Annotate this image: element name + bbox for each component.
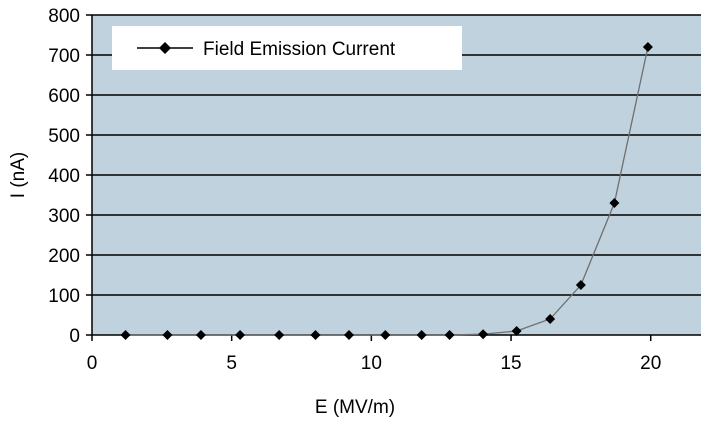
y-tick-label: 200 [48, 246, 80, 267]
data-point-marker [609, 198, 620, 208]
y-tick-label: 100 [48, 286, 80, 307]
x-tick-label: 20 [640, 353, 661, 374]
data-point-marker [478, 329, 489, 340]
data-point-marker [575, 280, 586, 290]
gridlines [92, 14, 701, 296]
series-line [125, 46, 649, 336]
x-tick-label: 0 [87, 353, 98, 374]
series-group [120, 42, 653, 340]
data-point-marker [380, 330, 391, 340]
y-tick-label: 400 [48, 166, 80, 187]
data-point-marker [416, 330, 427, 340]
y-axis-ticks: 0 100 200 300 400 500 600 700 800 [48, 6, 92, 347]
data-point-marker [344, 330, 355, 340]
x-axis-title: E (MV/m) [315, 397, 395, 418]
data-point-marker [310, 330, 321, 340]
legend-swatch-marker [159, 42, 171, 54]
legend-label: Field Emission Current [203, 39, 396, 60]
y-tick-label: 300 [48, 206, 80, 227]
y-tick-label: 800 [48, 6, 80, 27]
data-point-marker [195, 330, 206, 340]
y-tick-label: 600 [48, 86, 80, 107]
y-axis-title: I (nA) [8, 152, 29, 198]
data-point-marker [120, 330, 131, 340]
data-point-marker [235, 330, 246, 340]
y-tick-label: 700 [48, 46, 80, 67]
legend: Field Emission Current [112, 26, 462, 70]
data-point-marker [162, 330, 173, 340]
x-tick-label: 5 [226, 353, 237, 374]
x-axis-ticks: 0 5 10 15 20 [87, 335, 661, 374]
data-point-marker [274, 330, 285, 340]
data-point-marker [545, 314, 556, 324]
x-tick-label: 10 [361, 353, 382, 374]
data-point-marker [642, 42, 653, 52]
data-point-marker [444, 330, 455, 340]
data-point-marker [511, 326, 522, 336]
y-tick-label: 500 [48, 126, 80, 147]
y-tick-label: 0 [69, 326, 80, 347]
x-tick-label: 15 [500, 353, 521, 374]
